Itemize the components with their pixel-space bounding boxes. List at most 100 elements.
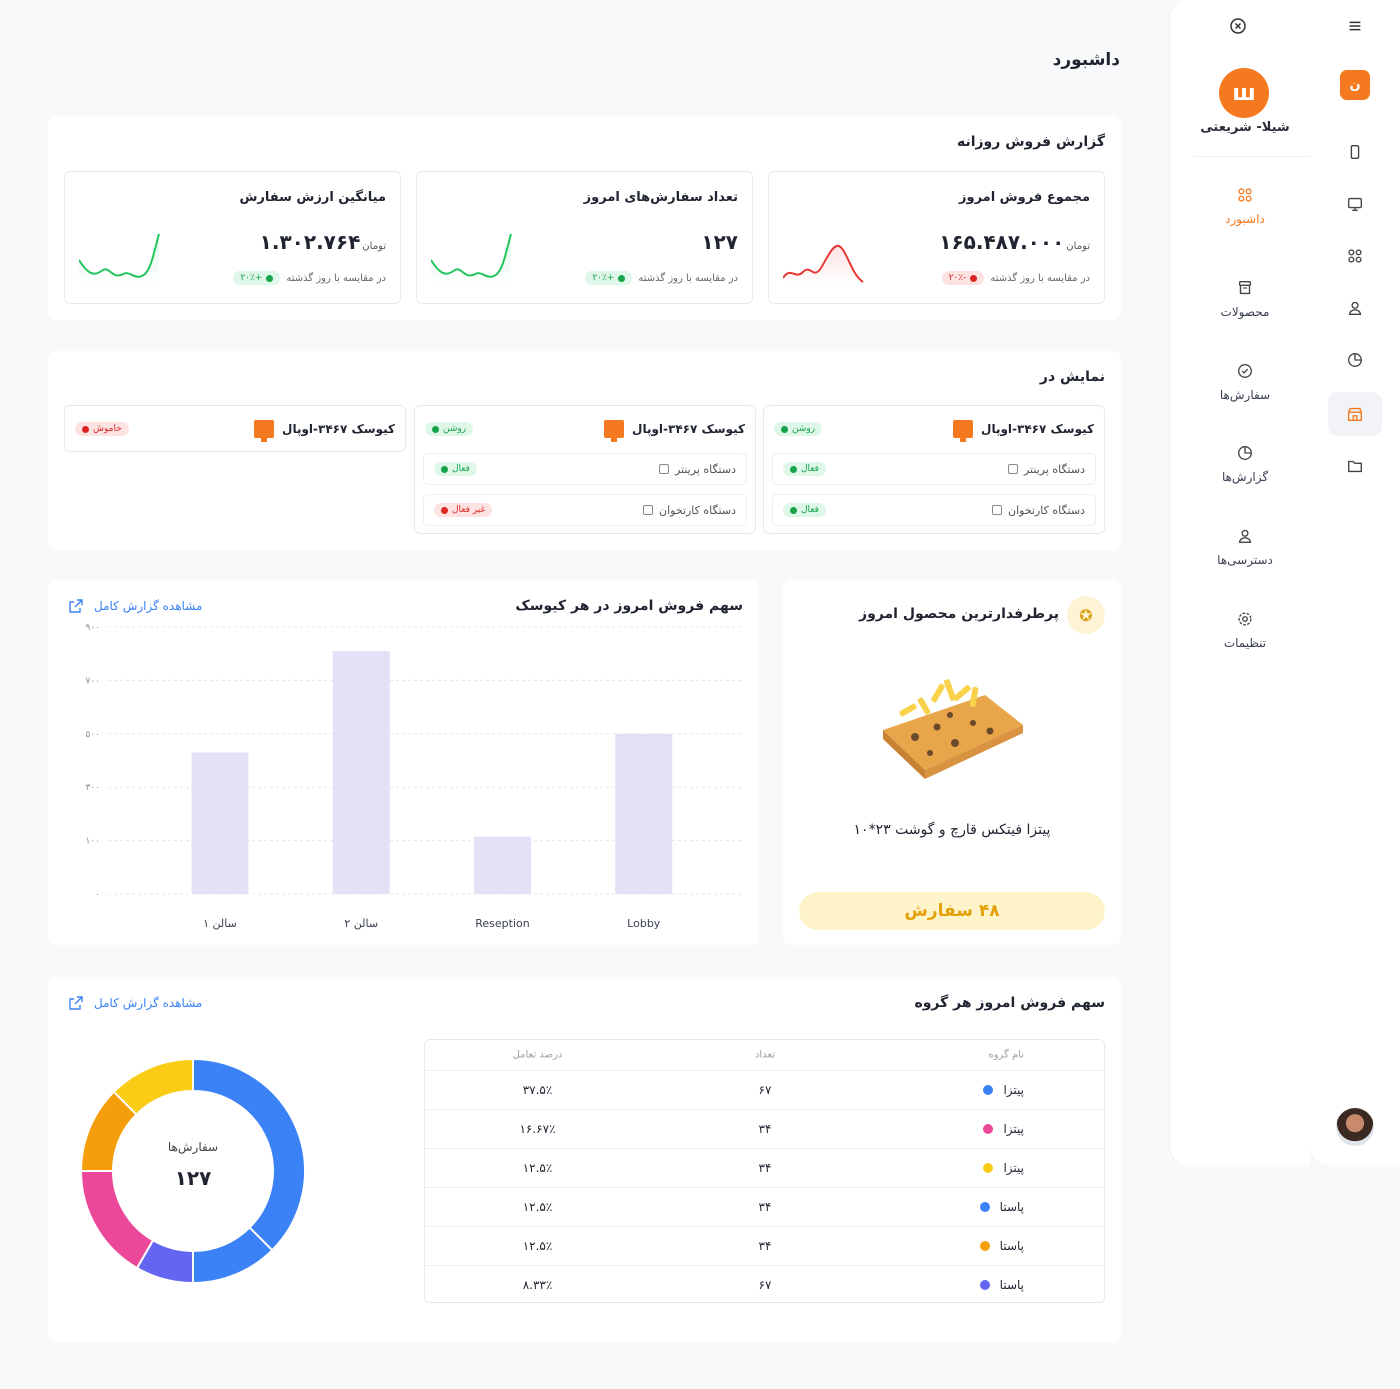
stat-avg-order-value: میانگین ارزش سفارش تومان۱.۳۰۲.۷۶۴ +۲۰٪ د… [64, 171, 401, 304]
table-row: پاستا ۳۴ ۱۲.۵٪ [425, 1187, 1104, 1226]
table-row: پیتزا ۶۷ ۳۷.۵٪ [425, 1070, 1104, 1109]
bar[interactable] [191, 752, 249, 894]
group-name-cell: پاستا [979, 1200, 1024, 1214]
column-header-name: نام گروه [988, 1049, 1024, 1061]
x-tick-label: سالن ۲ [344, 917, 378, 930]
count-cell: ۶۷ [758, 1083, 772, 1097]
apps-grid-icon[interactable] [1337, 238, 1373, 274]
table-header: نام گروه تعداد درصد تعامل [425, 1040, 1104, 1070]
group-name-cell: پیتزا [983, 1122, 1024, 1136]
menu-item-label: دسترسی‌ها [1217, 553, 1273, 567]
x-tick-label: Lobby [627, 917, 661, 930]
y-tick-label: ۵۰۰ [85, 730, 100, 740]
monitor-icon [953, 420, 974, 442]
table-row: پاستا ۳۴ ۱۲.۵٪ [425, 1226, 1104, 1265]
count-cell: ۳۴ [758, 1161, 772, 1175]
stat-title: تعداد سفارش‌های امروز [583, 190, 738, 205]
menu-item-dashboard[interactable]: داشبورد [1170, 186, 1320, 226]
folder-icon[interactable] [1337, 448, 1373, 484]
stat-title: میانگین ارزش سفارش [239, 190, 386, 205]
kiosk-name: کیوسک ۳۴۶۷-اوپال [254, 420, 395, 442]
kiosk-name: کیوسک ۳۴۶۷-اوپال [953, 420, 1094, 442]
menu-item-settings[interactable]: تنظیمات [1170, 610, 1320, 650]
group-color-dot [983, 1124, 994, 1134]
count-cell: ۳۴ [758, 1122, 772, 1136]
device-row: دستگاه پرینتر فعال [423, 453, 747, 485]
hamburger-menu-icon[interactable] [1337, 8, 1373, 44]
kiosk-name: کیوسک ۳۴۶۷-اوپال [604, 420, 745, 442]
device-row: دستگاه کارتخوان غیر فعال [423, 494, 747, 526]
status-badge: فعال [434, 462, 477, 476]
monitor-icon[interactable] [1337, 186, 1373, 222]
archive-icon [1238, 281, 1252, 295]
kiosk-card[interactable]: کیوسک ۳۴۶۷-اوپال روشن دستگاه پرینتر فعال… [763, 405, 1105, 534]
menu-item-access[interactable]: دسترسی‌ها [1170, 527, 1320, 567]
pie-chart-icon[interactable] [1337, 342, 1373, 378]
user-icon[interactable] [1337, 290, 1373, 326]
user-avatar[interactable] [1336, 1108, 1374, 1146]
status-badge: خاموش [75, 422, 129, 436]
stat-unit: تومان [362, 241, 386, 252]
menu-item-label: سفارش‌ها [1219, 388, 1271, 402]
group-name-cell: پیتزا [983, 1161, 1024, 1175]
status-badge: فعال [783, 503, 826, 517]
column-header-count: تعداد [754, 1049, 776, 1061]
menu-item-label: محصولات [1220, 305, 1270, 319]
page-title: داشبورد [1052, 50, 1120, 70]
stat-compare: +۲۰٪ در مقایسه با روز گذشته [585, 271, 738, 285]
sidebar-menu: ш شیلا- شریعتی داشبورد محصولات سفارش‌ها … [1170, 0, 1310, 1165]
card-title: پرطرفدارترین محصول امروز [859, 606, 1059, 622]
brand-initial-badge[interactable]: ن [1340, 70, 1370, 100]
group-name-cell: پاستا [979, 1278, 1024, 1292]
card-title: سهم فروش امروز در هر کیوسک [515, 598, 743, 614]
group-name-cell: پیتزا [983, 1083, 1024, 1097]
bar[interactable] [474, 836, 531, 894]
menu-item-label: تنظیمات [1223, 636, 1267, 650]
user-icon [1238, 529, 1252, 543]
donut-segment[interactable] [112, 1058, 194, 1116]
menu-divider [1194, 156, 1310, 157]
bar[interactable] [332, 651, 390, 894]
menu-item-orders[interactable]: سفارش‌ها [1170, 362, 1320, 402]
trend-badge: +۲۰٪ [233, 271, 281, 285]
kiosk-card[interactable]: کیوسک ۳۴۶۷-اوپال خاموش [64, 405, 406, 452]
group-color-dot [983, 1085, 994, 1095]
external-link-icon [69, 599, 83, 613]
award-icon: ✪ [1067, 596, 1105, 634]
bar-chart: ۹۰۰ ۷۰۰ ۵۰۰ ۳۰۰ ۱۰۰ ۰ سالن ۱ سالن ۲ Reseption Lob… [85, 623, 743, 930]
menu-item-products[interactable]: محصولات [1170, 279, 1320, 319]
stat-value: تومان۱.۳۰۲.۷۶۴ [259, 230, 386, 254]
card-reader-icon [992, 505, 1002, 515]
grid-icon [1238, 188, 1252, 202]
product-image [883, 679, 1023, 779]
pct-cell: ۱۲.۵٪ [522, 1200, 553, 1214]
donut-chart [80, 1058, 306, 1284]
donut-segment[interactable] [192, 1058, 306, 1252]
table-row: پاستا ۶۷ ۸.۳۳٪ [425, 1265, 1104, 1304]
view-full-report-link[interactable]: مشاهده گزارش کامل [68, 598, 202, 614]
y-tick-label: ۷۰۰ [85, 676, 100, 686]
pct-cell: ۳۷.۵٪ [522, 1083, 553, 1097]
stat-value: ۱۲۷ [701, 230, 738, 254]
x-tick-label: سالن ۱ [203, 917, 237, 930]
menu-item-reports[interactable]: گزارش‌ها [1170, 444, 1320, 484]
group-color-dot [979, 1241, 990, 1251]
trend-badge: -۲۰٪ [941, 271, 985, 285]
donut-value: ۱۲۷ [174, 1166, 212, 1190]
orders-count-badge: ۴۸ سفارش [799, 892, 1105, 930]
close-icon[interactable] [1228, 16, 1248, 36]
stat-unit: تومان [1066, 241, 1090, 252]
icon-rail: ن [1310, 0, 1400, 1165]
store-icon[interactable] [1337, 396, 1373, 432]
trend-badge: +۲۰٪ [585, 271, 633, 285]
rail-active-highlight [1328, 392, 1382, 436]
view-full-report-link[interactable]: مشاهده گزارش کامل [68, 995, 202, 1011]
device-row: دستگاه کارتخوان فعال [772, 494, 1096, 526]
kiosk-card[interactable]: کیوسک ۳۴۶۷-اوپال روشن دستگاه پرینتر فعال… [414, 405, 756, 534]
device-row: دستگاه پرینتر فعال [772, 453, 1096, 485]
status-badge: غیر فعال [434, 503, 493, 517]
printer-icon [1007, 464, 1018, 474]
bar[interactable] [615, 733, 673, 894]
tablet-icon[interactable] [1337, 134, 1373, 170]
pct-cell: ۱۲.۵٪ [522, 1239, 553, 1253]
